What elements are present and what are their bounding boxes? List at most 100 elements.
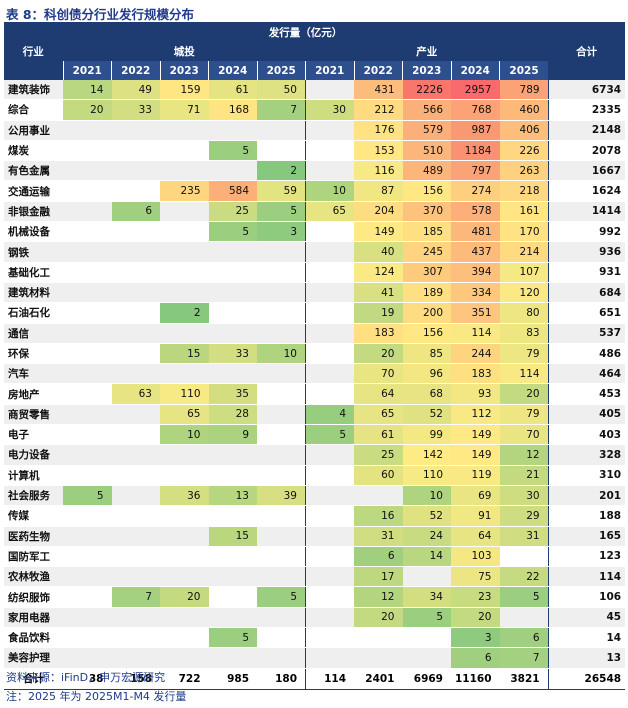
- value-cell: 20: [451, 607, 500, 629]
- industry-cell: 汽车: [4, 363, 63, 385]
- value-cell: [305, 323, 354, 344]
- table-row: 传媒 16 52 91 29 188: [4, 505, 626, 527]
- value-cell: 10: [257, 343, 306, 365]
- value-cell: 14: [402, 546, 451, 568]
- value-cell: 9: [208, 424, 257, 446]
- value-cell: 64: [451, 526, 500, 547]
- value-cell: [111, 120, 160, 141]
- value-cell: 28: [208, 404, 257, 426]
- industry-cell: 电子: [4, 424, 63, 446]
- value-cell: 1184: [451, 140, 500, 162]
- value-cell: [402, 647, 451, 669]
- industry-cell: 建筑装饰: [4, 80, 63, 101]
- value-cell: 110: [402, 465, 451, 486]
- value-cell: [160, 241, 209, 263]
- value-cell: 120: [499, 282, 549, 304]
- value-cell: [402, 566, 451, 588]
- value-cell: 87: [354, 180, 403, 202]
- value-cell: [160, 607, 209, 629]
- value-cell: 30: [305, 99, 354, 121]
- value-cell: [111, 546, 160, 568]
- value-cell: 20: [354, 343, 403, 365]
- value-cell: 307: [402, 262, 451, 283]
- value-cell: [111, 404, 160, 426]
- value-cell: [305, 302, 354, 324]
- value-cell: 103: [451, 546, 500, 568]
- value-cell: 789: [499, 80, 549, 101]
- value-cell: [305, 120, 354, 141]
- value-cell: 31: [499, 526, 549, 547]
- year-header: 2022: [111, 61, 160, 80]
- value-cell: 218: [499, 180, 549, 202]
- value-cell: 31: [354, 526, 403, 547]
- value-cell: [160, 363, 209, 385]
- value-cell: [305, 526, 354, 547]
- row-total-cell: 2078: [547, 140, 626, 162]
- value-cell: 200: [402, 302, 451, 324]
- value-cell: [111, 323, 160, 344]
- value-cell: 153: [354, 140, 403, 162]
- row-total-cell: 403: [547, 424, 626, 446]
- value-cell: 176: [354, 120, 403, 141]
- value-cell: 489: [402, 160, 451, 182]
- footer-label: 合计: [4, 667, 63, 690]
- value-cell: 226: [499, 140, 549, 162]
- value-cell: [257, 282, 306, 304]
- value-cell: 5: [257, 201, 306, 223]
- footer-cell: 11160: [451, 667, 500, 690]
- value-cell: 20: [63, 99, 112, 121]
- value-cell: 65: [354, 404, 403, 426]
- footer-cell: 158: [111, 667, 160, 690]
- year-header: 2021: [62, 61, 112, 80]
- value-cell: [257, 323, 306, 344]
- row-total-cell: 992: [547, 221, 626, 243]
- value-cell: [499, 607, 549, 629]
- row-total-cell: 453: [547, 383, 626, 405]
- value-cell: [257, 404, 306, 426]
- value-cell: [111, 221, 160, 243]
- value-cell: [111, 160, 160, 182]
- year-header: 2022: [353, 61, 403, 80]
- value-cell: [208, 323, 257, 344]
- value-cell: 2: [257, 160, 306, 182]
- value-cell: 114: [499, 363, 549, 385]
- value-cell: 20: [160, 586, 209, 608]
- year-header: 2024: [450, 61, 500, 80]
- value-cell: 112: [451, 404, 500, 426]
- footer-cell: 3821: [499, 667, 549, 690]
- value-cell: [63, 424, 112, 446]
- footer-grand-total: 26548: [547, 667, 626, 690]
- value-cell: 245: [402, 241, 451, 263]
- source-note: 资料来源：iFinD，申万宏源研究: [6, 671, 166, 684]
- value-cell: 21: [499, 465, 549, 486]
- table-row: 交通运输 235 584 59 10 87 156 274 218 1624: [4, 180, 626, 202]
- value-cell: 768: [451, 99, 500, 121]
- value-cell: 235: [160, 180, 209, 202]
- value-cell: 96: [402, 363, 451, 385]
- value-cell: 5: [208, 140, 257, 162]
- row-total-cell: 684: [547, 282, 626, 304]
- value-cell: 59: [257, 180, 306, 202]
- value-cell: 149: [451, 424, 500, 446]
- value-cell: 510: [402, 140, 451, 162]
- value-cell: [402, 627, 451, 649]
- value-cell: [63, 201, 112, 223]
- value-cell: [63, 120, 112, 141]
- industry-cell: 传媒: [4, 505, 63, 527]
- footer-cell: 114: [305, 667, 354, 690]
- industry-header: 行业: [4, 22, 63, 80]
- value-cell: 5: [402, 607, 451, 629]
- row-total-cell: 405: [547, 404, 626, 426]
- industry-cell: 通信: [4, 323, 63, 344]
- value-cell: 481: [451, 221, 500, 243]
- year-header: 2023: [402, 61, 451, 80]
- table-row: 有色金属 2 116 489 797 263 1667: [4, 160, 626, 182]
- value-cell: [111, 485, 160, 507]
- value-cell: [208, 262, 257, 283]
- table-row: 煤炭 5 153 510 1184 226 2078: [4, 140, 626, 162]
- value-cell: 15: [160, 343, 209, 365]
- value-cell: [305, 505, 354, 527]
- industry-cell: 农林牧渔: [4, 566, 63, 588]
- value-cell: [305, 241, 354, 263]
- value-cell: [208, 160, 257, 182]
